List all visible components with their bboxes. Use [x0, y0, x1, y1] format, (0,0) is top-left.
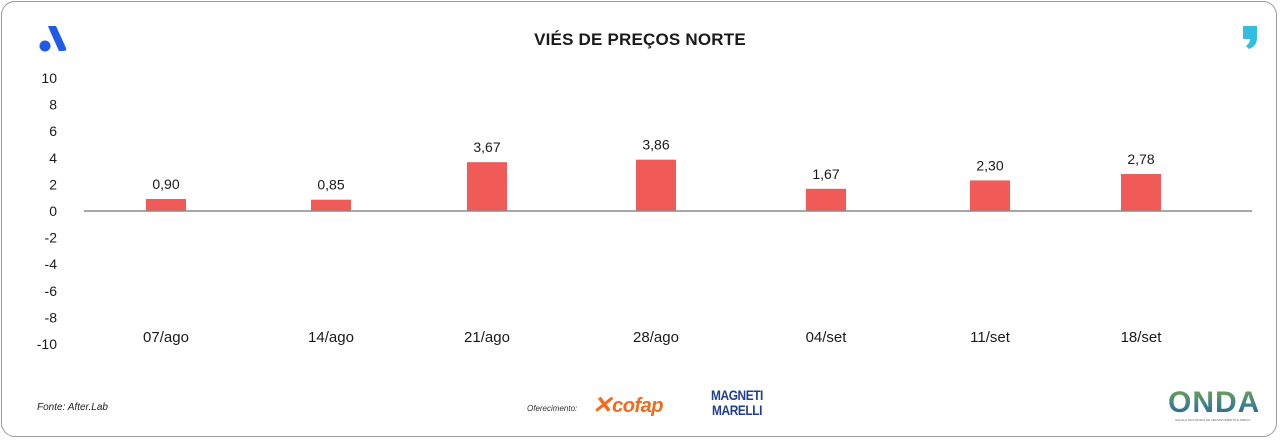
bar [467, 162, 507, 211]
bar [1121, 174, 1161, 211]
x-tick-label: 07/ago [143, 329, 189, 346]
data-label: 2,78 [1127, 151, 1154, 167]
x-tick-label: 11/set [970, 329, 1011, 346]
cofap-x-icon: ✕ [592, 392, 613, 419]
y-tick-label: -6 [45, 283, 58, 299]
y-tick-label: 0 [49, 203, 57, 219]
magneti-marelli-logo: MAGNETI MARELLI [709, 388, 765, 418]
source-note: Fonte: After.Lab [37, 402, 108, 413]
bar [311, 199, 351, 211]
onda-logo-subtitle: ESCALA NOS NÍVEIS DE ABASTECIMENTO E PRE… [1175, 418, 1251, 422]
onda-logo: ONDA ESCALA NOS NÍVEIS DE ABASTECIMENTO … [1168, 386, 1261, 423]
y-tick-label: -8 [45, 309, 58, 325]
data-label: 0,85 [317, 177, 344, 193]
x-tick-label: 21/ago [464, 329, 510, 346]
data-label: 3,86 [642, 137, 669, 153]
data-label: 2,30 [976, 157, 1003, 173]
data-label: 3,67 [473, 139, 500, 155]
sponsor-label: Oferecimento: [527, 404, 578, 413]
y-tick-label: 8 [49, 97, 57, 113]
comma-icon [1240, 24, 1260, 55]
magneti-marelli-line2: MARELLI [712, 402, 762, 418]
cofap-logo-text: cofap [612, 395, 663, 417]
brand-logo-icon [37, 24, 67, 57]
x-tick-label: 28/ago [633, 329, 679, 346]
cofap-logo: ✕ cofap [592, 394, 663, 418]
bar [970, 180, 1010, 211]
onda-logo-text: ONDA [1168, 386, 1261, 419]
chart-title: VIÉS DE PREÇOS NORTE [534, 30, 746, 49]
x-tick-label: 14/ago [308, 329, 354, 346]
data-label: 1,67 [812, 166, 839, 182]
magneti-marelli-line1: MAGNETI [711, 387, 763, 403]
y-tick-label: 10 [41, 70, 57, 86]
x-tick-label: 04/set [806, 329, 848, 346]
y-tick-label: 6 [49, 123, 57, 139]
y-tick-label: -2 [45, 230, 58, 246]
data-label: 0,90 [152, 176, 179, 192]
y-tick-label: 4 [49, 150, 57, 166]
y-tick-label: 2 [49, 176, 57, 192]
bar [636, 159, 676, 211]
bar [806, 188, 846, 211]
y-tick-label: -10 [37, 336, 57, 352]
bar [146, 199, 186, 211]
y-tick-label: -4 [45, 256, 58, 272]
x-tick-label: 18/set [1121, 329, 1163, 346]
